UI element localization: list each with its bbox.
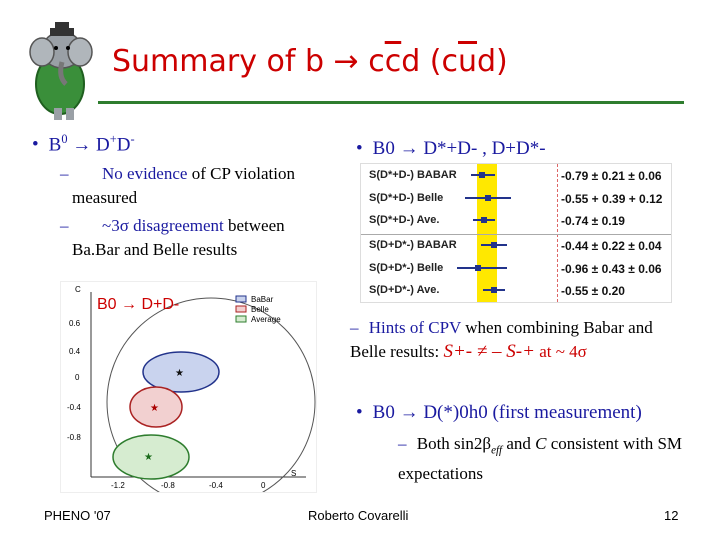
x-tick-neg0.4: -0.4	[209, 481, 223, 490]
average-point: ★	[144, 452, 153, 463]
belle-ellipse	[129, 386, 183, 428]
y-axis-label: C	[75, 285, 81, 294]
footer-author: Roberto Covarelli	[308, 508, 409, 523]
y-tick-neg0.8: -0.8	[67, 433, 81, 442]
y-tick-neg0.4: -0.4	[67, 403, 81, 412]
y-tick-0.4: 0.4	[69, 347, 81, 356]
row-value: -0.79 ± 0.21 ± 0.06	[561, 169, 662, 183]
row-value: -0.55 ± 0.20	[561, 284, 625, 298]
x-axis-label: S	[291, 469, 296, 478]
cp-ellipse-plot: 0.6 0.4 0 -0.4 -0.8 -1.2 -0.8 -0.4 0 C S…	[60, 281, 317, 507]
babar-point: ★	[175, 368, 184, 379]
row-label: S(D*+D-) BABAR	[369, 169, 457, 181]
footer-conference: PHENO '07	[44, 508, 111, 523]
right-bullet-2: • B0 → D(*)0h0 (first measurement)	[356, 402, 642, 423]
x-tick-0: 0	[261, 481, 266, 490]
y-tick-0.6: 0.6	[69, 319, 81, 328]
y-tick-0: 0	[75, 373, 80, 382]
babar-ellipse	[142, 351, 220, 393]
babar-elephant-logo	[29, 22, 93, 120]
row-label: S(D*+D-) Ave.	[369, 214, 440, 226]
legend-average: Average	[251, 315, 281, 324]
row-value: -0.44 ± 0.22 ± 0.04	[561, 239, 662, 253]
footer-page-number: 12	[664, 508, 679, 523]
right-subitem-2: – Both sin2βeff and C consistent with SM…	[398, 434, 683, 484]
average-ellipse	[112, 434, 190, 480]
panel-divider	[361, 234, 671, 235]
results-panel: S(D*+D-) BABAR -0.79 ± 0.21 ± 0.06 S(D*+…	[360, 163, 672, 303]
row-label: S(D+D*-) Belle	[369, 262, 444, 274]
row-value: -0.55 + 0.39 + 0.12	[561, 192, 663, 206]
row-value: -0.96 ± 0.43 ± 0.06	[561, 262, 662, 276]
legend-babar: BaBar	[251, 295, 274, 304]
legend-belle: Belle	[251, 305, 269, 314]
row-label: S(D+D*-) BABAR	[369, 239, 457, 251]
x-tick-neg0.8: -0.8	[161, 481, 175, 490]
cp-ellipse-svg: 0.6 0.4 0 -0.4 -0.8 -1.2 -0.8 -0.4 0 C S…	[67, 285, 316, 507]
row-label: S(D+D*-) Ave.	[369, 284, 440, 296]
right-bullet-1: • B0 → D*+D- , D+D*-	[356, 138, 546, 159]
results-error-bars	[457, 172, 511, 293]
hint-subitem: – Hints of CPV when combining Babar and …	[350, 318, 653, 362]
row-label: S(D*+D-) Belle	[369, 192, 444, 204]
x-tick-neg1.2: -1.2	[111, 481, 125, 490]
left-bullet: • B0 → D+D-	[32, 132, 135, 156]
title-underline	[98, 101, 684, 104]
sm-line	[557, 164, 558, 302]
plot-label: B0 → D+D-	[97, 296, 180, 313]
row-value: -0.74 ± 0.19	[561, 214, 625, 228]
left-subitem-2: – ~3σ disagreement between Ba.Bar and Be…	[60, 216, 285, 259]
belle-point: ★	[150, 403, 159, 414]
left-subitem-1: – No evidence of CP violation measured	[60, 164, 295, 207]
slide-title: Summary of b → ccd (cud)	[112, 44, 508, 79]
